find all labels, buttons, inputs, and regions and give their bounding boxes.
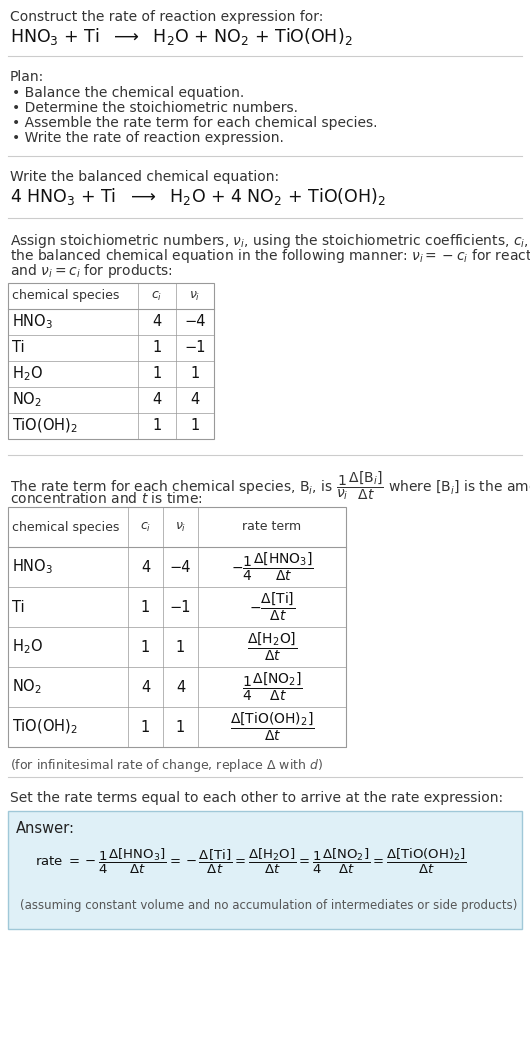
Text: chemical species: chemical species bbox=[12, 521, 119, 533]
Text: 4: 4 bbox=[141, 680, 150, 695]
Text: −4: −4 bbox=[184, 315, 206, 329]
Text: rate $= -\dfrac{1}{4}\dfrac{\Delta[\mathrm{HNO_3}]}{\Delta t} = -\dfrac{\Delta[\: rate $= -\dfrac{1}{4}\dfrac{\Delta[\math… bbox=[35, 847, 467, 877]
Text: TiO(OH)$_2$: TiO(OH)$_2$ bbox=[12, 718, 78, 736]
Text: NO$_2$: NO$_2$ bbox=[12, 678, 42, 697]
Text: 1: 1 bbox=[190, 418, 200, 433]
Text: 1: 1 bbox=[153, 366, 162, 382]
Text: 1: 1 bbox=[141, 639, 150, 655]
Text: rate term: rate term bbox=[242, 521, 302, 533]
Text: TiO(OH)$_2$: TiO(OH)$_2$ bbox=[12, 416, 78, 435]
Text: and $\nu_i = c_i$ for products:: and $\nu_i = c_i$ for products: bbox=[10, 262, 173, 280]
Text: 4: 4 bbox=[153, 315, 162, 329]
Text: $\dfrac{\Delta[\mathrm{TiO(OH)_2}]}{\Delta t}$: $\dfrac{\Delta[\mathrm{TiO(OH)_2}]}{\Del… bbox=[230, 711, 314, 743]
Text: 1: 1 bbox=[153, 341, 162, 356]
Text: The rate term for each chemical species, B$_i$, is $\dfrac{1}{\nu_i}\dfrac{\Delt: The rate term for each chemical species,… bbox=[10, 469, 530, 502]
Text: • Balance the chemical equation.: • Balance the chemical equation. bbox=[12, 86, 244, 100]
Text: 4: 4 bbox=[176, 680, 185, 695]
Text: $c_i$: $c_i$ bbox=[140, 521, 151, 533]
Text: $\nu_i$: $\nu_i$ bbox=[189, 290, 201, 302]
Text: 1: 1 bbox=[190, 366, 200, 382]
Text: Assign stoichiometric numbers, $\nu_i$, using the stoichiometric coefficients, $: Assign stoichiometric numbers, $\nu_i$, … bbox=[10, 232, 530, 250]
Text: Answer:: Answer: bbox=[16, 821, 75, 836]
Text: HNO$_3$: HNO$_3$ bbox=[12, 558, 53, 576]
Text: $\dfrac{\Delta[\mathrm{H_2O}]}{\Delta t}$: $\dfrac{\Delta[\mathrm{H_2O}]}{\Delta t}… bbox=[247, 631, 297, 663]
Text: $-\dfrac{\Delta[\mathrm{Ti}]}{\Delta t}$: $-\dfrac{\Delta[\mathrm{Ti}]}{\Delta t}$ bbox=[249, 591, 295, 623]
Text: 4: 4 bbox=[141, 560, 150, 574]
Text: • Write the rate of reaction expression.: • Write the rate of reaction expression. bbox=[12, 131, 284, 145]
Text: $\nu_i$: $\nu_i$ bbox=[175, 521, 186, 533]
Text: • Assemble the rate term for each chemical species.: • Assemble the rate term for each chemic… bbox=[12, 116, 377, 130]
Text: $\dfrac{1}{4}\dfrac{\Delta[\mathrm{NO_2}]}{\Delta t}$: $\dfrac{1}{4}\dfrac{\Delta[\mathrm{NO_2}… bbox=[242, 670, 303, 703]
Text: −4: −4 bbox=[170, 560, 191, 574]
Text: H$_2$O: H$_2$O bbox=[12, 365, 43, 383]
Text: Plan:: Plan: bbox=[10, 70, 44, 84]
Text: 1: 1 bbox=[141, 599, 150, 614]
Text: 1: 1 bbox=[176, 639, 185, 655]
Text: 4 HNO$_3$ + Ti  $\longrightarrow$  H$_2$O + 4 NO$_2$ + TiO(OH)$_2$: 4 HNO$_3$ + Ti $\longrightarrow$ H$_2$O … bbox=[10, 186, 386, 207]
Text: Construct the rate of reaction expression for:: Construct the rate of reaction expressio… bbox=[10, 10, 323, 24]
Text: HNO$_3$: HNO$_3$ bbox=[12, 313, 53, 332]
FancyBboxPatch shape bbox=[8, 811, 522, 929]
Text: • Determine the stoichiometric numbers.: • Determine the stoichiometric numbers. bbox=[12, 101, 298, 115]
Bar bbox=[8, 507, 346, 747]
Text: HNO$_3$ + Ti  $\longrightarrow$  H$_2$O + NO$_2$ + TiO(OH)$_2$: HNO$_3$ + Ti $\longrightarrow$ H$_2$O + … bbox=[10, 26, 352, 47]
Text: (for infinitesimal rate of change, replace Δ with $d$): (for infinitesimal rate of change, repla… bbox=[10, 757, 323, 774]
Text: 1: 1 bbox=[176, 720, 185, 734]
Text: Set the rate terms equal to each other to arrive at the rate expression:: Set the rate terms equal to each other t… bbox=[10, 791, 503, 805]
Text: 1: 1 bbox=[141, 720, 150, 734]
Text: $c_i$: $c_i$ bbox=[152, 290, 163, 302]
Text: (assuming constant volume and no accumulation of intermediates or side products): (assuming constant volume and no accumul… bbox=[20, 899, 517, 912]
Text: the balanced chemical equation in the following manner: $\nu_i = -c_i$ for react: the balanced chemical equation in the fo… bbox=[10, 247, 530, 265]
Text: −1: −1 bbox=[184, 341, 206, 356]
Text: H$_2$O: H$_2$O bbox=[12, 638, 43, 656]
Text: 4: 4 bbox=[153, 392, 162, 408]
Text: −1: −1 bbox=[170, 599, 191, 614]
Text: chemical species: chemical species bbox=[12, 290, 119, 302]
Text: Ti: Ti bbox=[12, 341, 24, 356]
Text: concentration and $t$ is time:: concentration and $t$ is time: bbox=[10, 491, 202, 506]
Text: 1: 1 bbox=[153, 418, 162, 433]
Text: Ti: Ti bbox=[12, 599, 24, 614]
Bar bbox=[8, 283, 214, 439]
Text: NO$_2$: NO$_2$ bbox=[12, 390, 42, 409]
Text: Write the balanced chemical equation:: Write the balanced chemical equation: bbox=[10, 170, 279, 184]
Text: 4: 4 bbox=[190, 392, 200, 408]
Text: $-\dfrac{1}{4}\dfrac{\Delta[\mathrm{HNO}_3]}{\Delta t}$: $-\dfrac{1}{4}\dfrac{\Delta[\mathrm{HNO}… bbox=[231, 551, 313, 584]
